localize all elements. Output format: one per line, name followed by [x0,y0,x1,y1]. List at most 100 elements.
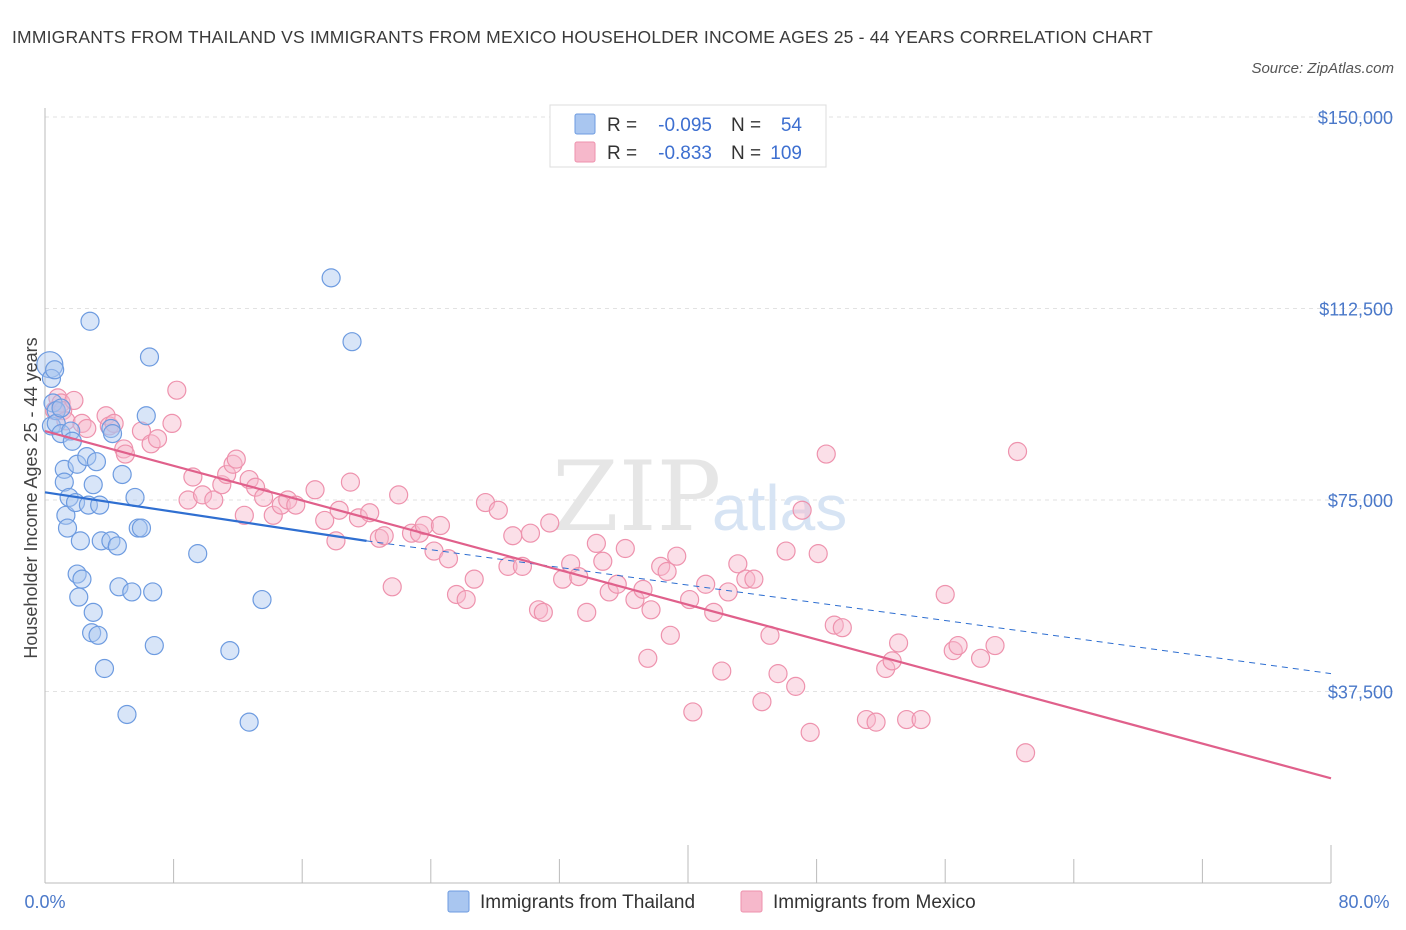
chart-title: IMMIGRANTS FROM THAILAND VS IMMIGRANTS F… [12,27,1154,47]
mexico-point-38 [340,472,361,492]
thailand-point-36 [109,577,129,597]
thailand-point-13 [61,421,81,441]
thailand-point-17 [67,454,87,474]
mexico-point-109 [948,635,968,656]
legend: R = -0.095 N = 54 R = -0.833 N = 109 [549,104,827,168]
mexico-point-31 [271,495,291,515]
mexico-point-71 [615,538,635,559]
mexico-point-91 [768,664,788,684]
mexico-point-88 [744,569,764,589]
x-tick-labels: 0.0% 80.0% [24,892,1389,912]
mexico-point-102 [876,658,896,679]
bottom-legend-swatch-thailand [447,890,470,913]
mexico-point-82 [696,574,716,594]
mexico-point-26 [234,505,254,525]
thailand-point-44 [139,347,160,367]
thailand-point-51 [321,268,341,288]
bottom-legend-swatch-mexico [740,890,763,913]
mexico-point-43 [382,577,402,597]
thailand-point-6 [51,398,71,418]
mexico-point-49 [430,515,451,536]
thailand-point-35 [107,536,127,556]
mexico-point-111 [985,635,1005,656]
y-tick-label-0: $37,500 [1328,683,1393,703]
mexico-point-13 [131,421,152,441]
y-tick-label-1: $75,000 [1328,491,1393,511]
series-thailand [36,268,362,732]
legend-n-value-thailand: 54 [781,115,803,136]
mexico-point-89 [752,692,772,712]
watermark: ZIP atlas [552,441,847,553]
mexico-point-73 [633,579,653,599]
thailand-point-39 [122,582,142,602]
mexico-point-84 [712,661,732,681]
mexico-point-77 [657,561,677,582]
mexico-point-7 [77,418,97,439]
thailand-point-45 [143,582,163,602]
mexico-point-52 [456,589,476,610]
mexico-point-112 [1007,441,1028,462]
y-tick-label-2: $112,500 [1319,300,1393,320]
mexico-point-92 [776,541,796,561]
mexico-point-85 [718,582,738,602]
mexico-point-107 [935,584,955,605]
bottom-legend-label-thailand: Immigrants from Thailand [480,892,695,913]
thailand-point-21 [77,446,97,467]
thailand-point-9 [54,472,74,492]
mexico-point-113 [1015,743,1036,763]
mexico-point-10 [104,413,124,433]
mexico-point-56 [498,556,518,576]
thailand-point-43 [136,406,156,426]
mexico-point-29 [254,487,274,508]
y-tick-label-3: $150,000 [1318,108,1393,128]
mexico-point-59 [520,523,541,543]
legend-n-value-mexico: 109 [770,143,802,164]
thailand-point-26 [83,602,103,622]
x-tick-label-start: 0.0% [24,892,65,912]
mexico-point-42 [374,526,394,546]
legend-r-value-mexico: -0.833 [658,143,712,164]
thailand-point-49 [239,712,259,732]
mexico-point-12 [115,444,135,464]
thailand-point-31 [94,658,115,679]
mexico-point-24 [223,454,243,474]
thailand-point-25 [83,475,103,495]
mexico-trend-line [44,429,1332,780]
mexico-point-25 [226,449,246,469]
mexico-point-87 [736,569,756,589]
mexico-point-21 [204,490,224,510]
mexico-point-104 [888,633,909,653]
mexico-point-68 [593,551,613,571]
mexico-point-16 [162,413,182,433]
mexico-point-8 [96,406,116,426]
legend-swatch-mexico [574,141,596,163]
legend-r-value-thailand: -0.095 [658,115,712,136]
y-axis-label: Householder Income Ages 25 - 44 years [21,337,41,658]
trend-lines [44,429,1332,780]
mexico-point-96 [808,544,828,564]
mexico-point-44 [389,485,409,505]
thailand-point-38 [117,704,137,725]
watermark-zip: ZIP [552,441,721,553]
bottom-legend-label-mexico: Immigrants from Mexico [773,892,976,913]
legend-r-label-mexico: R = [607,143,637,164]
mexico-point-110 [970,648,991,668]
thailand-point-27 [86,452,107,472]
mexico-point-53 [464,569,484,589]
thailand-point-37 [112,464,132,485]
mexico-point-81 [683,702,703,722]
mexico-point-75 [641,600,661,620]
mexico-point-101 [866,712,886,732]
mexico-point-93 [786,676,806,696]
mexico-point-20 [192,485,213,505]
legend-n-label-thailand: N = [731,115,761,136]
series-mexico [45,380,1036,763]
mexico-point-15 [147,429,168,449]
mexico-point-51 [446,584,467,605]
thailand-point-53 [45,360,65,380]
thailand-point-32 [101,531,121,551]
mexico-point-34 [305,480,325,500]
thailand-point-11 [57,518,78,538]
mexico-point-66 [577,602,597,622]
thailand-point-40 [125,487,145,508]
